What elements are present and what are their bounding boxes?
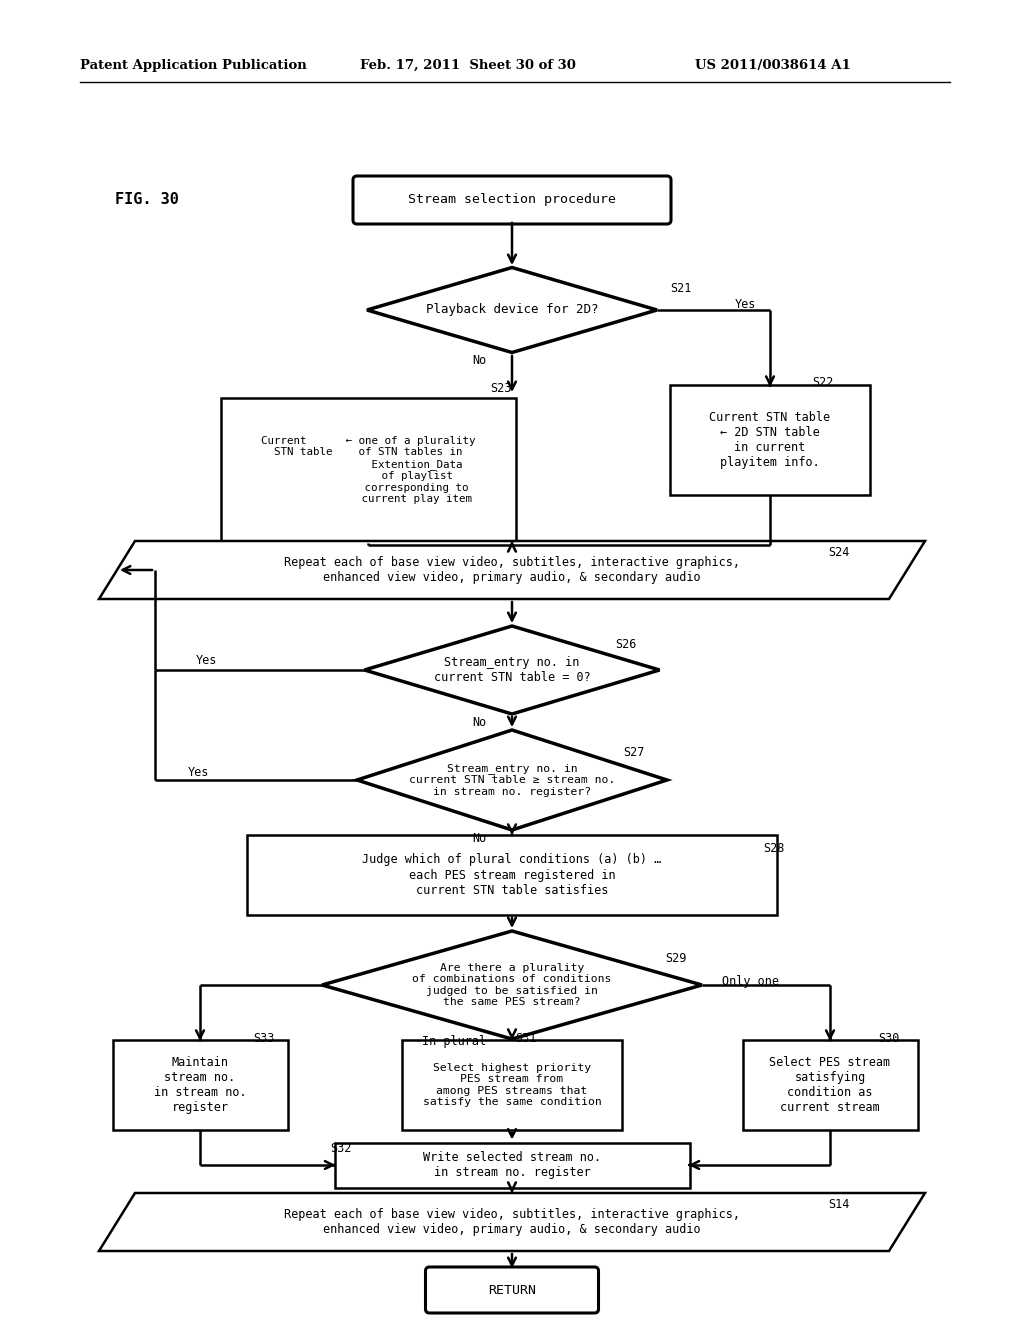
Polygon shape <box>367 268 657 352</box>
Text: Playback device for 2D?: Playback device for 2D? <box>426 304 598 317</box>
Text: Feb. 17, 2011  Sheet 30 of 30: Feb. 17, 2011 Sheet 30 of 30 <box>360 58 575 71</box>
Text: S26: S26 <box>615 639 636 652</box>
Text: Stream_entry no. in
current STN table ≥ stream no.
in stream no. register?: Stream_entry no. in current STN table ≥ … <box>409 763 615 797</box>
Bar <box>335 1143 689 1188</box>
Text: Stream_entry no. in
current STN table = 0?: Stream_entry no. in current STN table = … <box>433 656 591 684</box>
Text: S21: S21 <box>670 281 691 294</box>
Text: S22: S22 <box>812 375 834 388</box>
Text: Yes: Yes <box>188 767 209 780</box>
Bar <box>220 397 515 543</box>
Text: Patent Application Publication: Patent Application Publication <box>80 58 307 71</box>
Bar <box>402 1040 622 1130</box>
Text: S24: S24 <box>828 545 849 558</box>
Text: Repeat each of base view video, subtitles, interactive graphics,
enhanced view v: Repeat each of base view video, subtitle… <box>284 1208 740 1236</box>
Text: Yes: Yes <box>196 653 217 667</box>
Text: S32: S32 <box>330 1142 351 1155</box>
Text: No: No <box>472 354 486 367</box>
Text: Select PES stream
satisfying
condition as
current stream: Select PES stream satisfying condition a… <box>769 1056 891 1114</box>
Bar <box>247 836 777 915</box>
Text: S14: S14 <box>828 1199 849 1212</box>
Polygon shape <box>365 626 659 714</box>
Text: Maintain
stream no.
in stream no.
register: Maintain stream no. in stream no. regist… <box>154 1056 247 1114</box>
Bar <box>113 1040 288 1130</box>
Text: Stream selection procedure: Stream selection procedure <box>408 194 616 206</box>
Text: Current STN table
← 2D STN table
in current
playitem info.: Current STN table ← 2D STN table in curr… <box>710 411 830 469</box>
Text: S30: S30 <box>878 1031 899 1044</box>
Text: In plural: In plural <box>422 1035 486 1048</box>
Text: Write selected stream no.
in stream no. register: Write selected stream no. in stream no. … <box>423 1151 601 1179</box>
Polygon shape <box>99 1193 925 1251</box>
Text: S31: S31 <box>515 1031 537 1044</box>
Text: RETURN: RETURN <box>488 1283 536 1296</box>
FancyBboxPatch shape <box>353 176 671 224</box>
Polygon shape <box>99 541 925 599</box>
Text: Select highest priority
PES stream from
among PES streams that
satisfy the same : Select highest priority PES stream from … <box>423 1063 601 1107</box>
FancyBboxPatch shape <box>426 1267 598 1313</box>
Text: US 2011/0038614 A1: US 2011/0038614 A1 <box>695 58 851 71</box>
Polygon shape <box>322 931 702 1039</box>
Text: Only one: Only one <box>722 975 779 989</box>
Text: FIG. 30: FIG. 30 <box>115 193 179 207</box>
Text: No: No <box>472 832 486 845</box>
Text: S27: S27 <box>623 746 644 759</box>
Text: S23: S23 <box>490 381 511 395</box>
Bar <box>670 385 870 495</box>
Text: S28: S28 <box>763 842 784 854</box>
Text: S33: S33 <box>253 1031 274 1044</box>
Text: Are there a plurality
of combinations of conditions
judged to be satisfied in
th: Are there a plurality of combinations of… <box>413 962 611 1007</box>
Text: Repeat each of base view video, subtitles, interactive graphics,
enhanced view v: Repeat each of base view video, subtitle… <box>284 556 740 583</box>
Text: Judge which of plural conditions (a) (b) …
each PES stream registered in
current: Judge which of plural conditions (a) (b)… <box>362 854 662 896</box>
Text: No: No <box>472 715 486 729</box>
Bar <box>742 1040 918 1130</box>
Text: Current      ← one of a plurality
STN table    of STN tables in
               E: Current ← one of a plurality STN table o… <box>261 436 475 504</box>
Polygon shape <box>357 730 667 830</box>
Text: S29: S29 <box>665 952 686 965</box>
Text: Yes: Yes <box>735 298 757 312</box>
